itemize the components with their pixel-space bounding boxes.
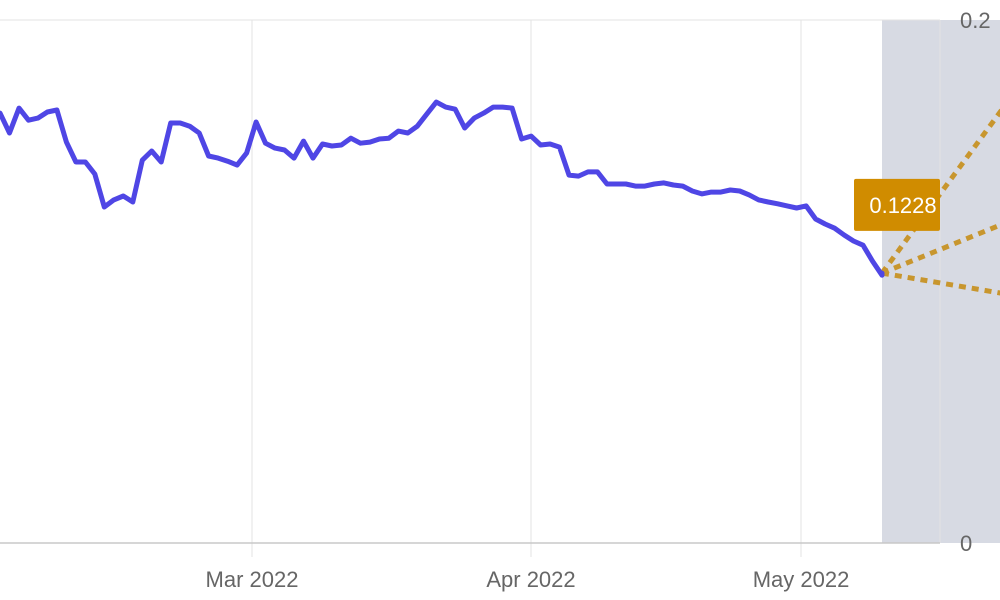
forecast-line	[881, 270, 1000, 296]
forecast-value-box	[854, 178, 940, 231]
y-tick-label: 0	[960, 531, 972, 556]
x-tick-label: Apr 2022	[486, 567, 575, 592]
grid-lines	[0, 19, 941, 557]
y-axis-ticks: 00.2	[960, 8, 991, 556]
y-tick-label: 0.2	[960, 8, 991, 33]
x-axis-ticks: Mar 2022 Apr 2022 May 2022	[206, 567, 850, 592]
forecast-line	[881, 222, 1000, 276]
x-tick-label: Mar 2022	[206, 567, 299, 592]
forecast-line	[879, 108, 1000, 275]
x-tick-label: May 2022	[753, 567, 850, 592]
forecast-value-label: 0.1228	[869, 193, 936, 218]
forecast-value-callout: 0.1228	[854, 178, 940, 231]
forecast-lines	[879, 108, 1000, 296]
series-line	[0, 99, 885, 278]
forecast-band	[882, 20, 1000, 543]
